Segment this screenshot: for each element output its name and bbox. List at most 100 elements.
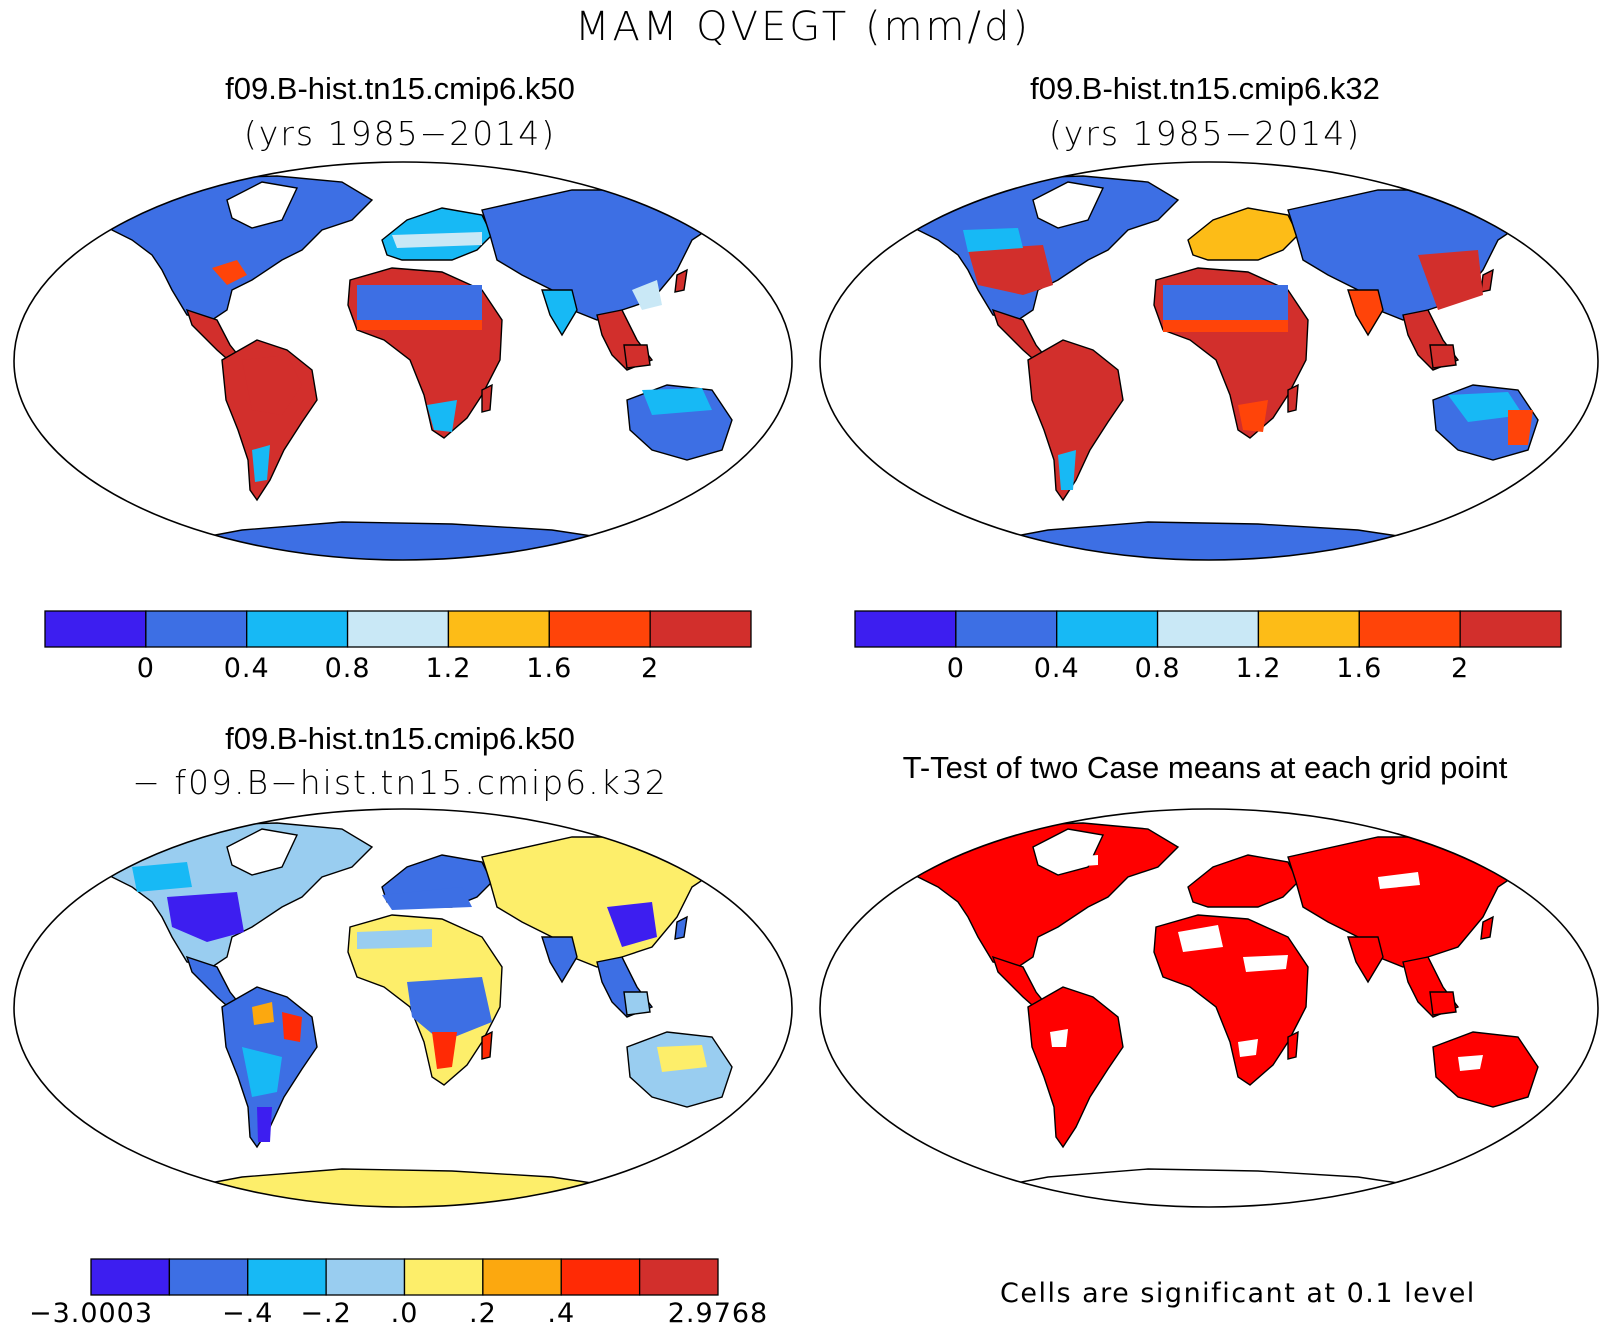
colorbar-swatch (403, 1258, 484, 1296)
land-borneo (1429, 344, 1457, 369)
panel-diff-title: f09.B-hist.tn15.cmip6.k50 (225, 721, 575, 756)
land-madagascar (1287, 383, 1299, 413)
panel-k50-title: f09.B-hist.tn15.cmip6.k50 (225, 71, 575, 106)
colorbar-swatch (90, 1258, 171, 1296)
land-greenland (226, 181, 299, 229)
colorbar-tick-label: .2 (468, 1298, 497, 1329)
colorbar-tick-label: .4 (547, 1298, 576, 1329)
field-patch (1418, 250, 1483, 310)
panel-k32-title: f09.B-hist.tn15.cmip6.k32 (1030, 71, 1380, 106)
field-patch (407, 977, 492, 1042)
colorbar-diff (90, 1258, 719, 1296)
field-patch (1508, 410, 1533, 445)
field-patch (392, 232, 482, 248)
colorbar-swatch (638, 1258, 719, 1296)
colorbar-swatch (1156, 610, 1260, 648)
land-india (541, 289, 578, 337)
panel-ttest-title: T-Test of two Case means at each grid po… (902, 750, 1508, 785)
field-patch (1458, 1055, 1483, 1071)
colorbar-swatch (955, 610, 1058, 648)
field-patch (212, 260, 247, 285)
field-patch (1068, 855, 1098, 867)
colorbar-tick-label: 0.4 (1033, 653, 1080, 684)
field-patch (1178, 925, 1223, 952)
land-europe (1187, 854, 1299, 908)
map-diff (13, 808, 793, 1208)
field-patch (1238, 400, 1268, 432)
colorbar-tick-label: −.4 (222, 1298, 274, 1329)
land-namerica (106, 822, 374, 968)
field-patch (357, 929, 432, 949)
land-antarctica (150, 1168, 654, 1207)
land-greenland (226, 828, 299, 876)
colorbar-swatch (1358, 610, 1461, 648)
colorbar-tick-label: −.2 (300, 1298, 352, 1329)
land-asia (481, 836, 723, 968)
land-india (1347, 936, 1384, 984)
land-namerica (912, 822, 1180, 968)
figure-title: MAM QVEGT (mm/d) (575, 4, 1031, 50)
ttest-note: Cells are significant at 0.1 level (1000, 1278, 1476, 1309)
land-madagascar (481, 383, 493, 413)
field-patch (242, 355, 302, 415)
map-border (819, 808, 1599, 1208)
land-borneo (623, 991, 651, 1016)
field-patch (257, 1107, 272, 1142)
map-border (13, 161, 793, 561)
field-patch (282, 1012, 302, 1042)
map-ttest (819, 808, 1599, 1208)
colorbar-k32 (854, 610, 1562, 648)
colorbar-swatch (44, 610, 147, 648)
field-patch (642, 388, 712, 415)
land-india (541, 936, 578, 984)
colorbar-k50 (44, 610, 752, 648)
land-namerica (106, 175, 374, 321)
colorbar-tick-label: 0 (946, 653, 965, 684)
colorbar-tick-label: 1.6 (526, 653, 573, 684)
map-k50 (13, 161, 793, 561)
land-asia (1287, 189, 1529, 321)
panel-diff-subtitle: − f09.B−hist.tn15.cmip6.k32 (132, 763, 668, 802)
field-patch (242, 1047, 282, 1097)
colorbar-tick-label: 1.6 (1336, 653, 1383, 684)
colorbar-swatch (548, 610, 651, 648)
field-patch (1050, 1029, 1068, 1047)
colorbar-tick-label: −3.0003 (28, 1298, 154, 1329)
colorbar-tick-label: 2 (1451, 653, 1470, 684)
map-border (13, 808, 793, 1208)
land-japan (1480, 915, 1494, 940)
land-samerica (1027, 986, 1124, 1149)
land-antarctica (956, 521, 1460, 560)
colorbar-swatch (346, 610, 450, 648)
land-europe (1187, 207, 1299, 261)
field-patch (657, 1045, 707, 1072)
panel-k50-subtitle: (yrs 1985−2014) (243, 114, 557, 153)
field-patch (968, 245, 1053, 295)
field-patch (1163, 285, 1288, 320)
land-madagascar (481, 1030, 493, 1060)
land-madagascar (1287, 1030, 1299, 1060)
colorbar-tick-label: .0 (390, 1298, 419, 1329)
field-patch (432, 1032, 457, 1069)
colorbar-swatch (247, 1258, 327, 1296)
colorbar-swatch (168, 1258, 249, 1296)
land-africa (1153, 914, 1309, 1086)
field-patch (963, 228, 1023, 252)
field-patch (632, 280, 662, 310)
field-patch (252, 445, 270, 482)
land-asia (1287, 836, 1529, 968)
land-india (1347, 289, 1384, 337)
colorbar-swatch (1459, 610, 1562, 648)
colorbar-tick-label: 0.8 (1134, 653, 1181, 684)
land-samerica (1027, 339, 1124, 502)
land-japan (1480, 268, 1494, 293)
colorbar-k50-labels: 0 0.4 0.8 1.2 1.6 2 (45, 653, 751, 687)
field-patch (1448, 392, 1523, 422)
colorbar-tick-label: 2 (641, 653, 660, 684)
colorbar-swatch (246, 610, 349, 648)
field-patch (607, 902, 657, 947)
land-asia (481, 189, 723, 321)
colorbar-swatch (145, 610, 248, 648)
colorbar-swatch (1056, 610, 1159, 648)
colorbar-tick-label: 0 (136, 653, 155, 684)
